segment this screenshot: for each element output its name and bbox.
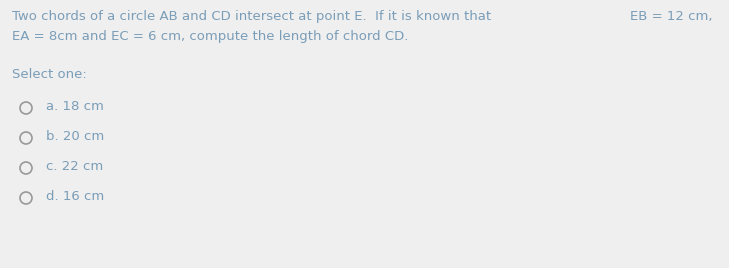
Text: Select one:: Select one: — [12, 68, 87, 81]
Text: EB = 12 cm,: EB = 12 cm, — [630, 10, 712, 23]
Text: b. 20 cm: b. 20 cm — [46, 130, 104, 143]
Text: a. 18 cm: a. 18 cm — [46, 100, 104, 113]
Text: EA = 8cm and EC = 6 cm, compute the length of chord CD.: EA = 8cm and EC = 6 cm, compute the leng… — [12, 30, 408, 43]
Text: d. 16 cm: d. 16 cm — [46, 190, 104, 203]
Text: c. 22 cm: c. 22 cm — [46, 160, 104, 173]
Text: Two chords of a circle AB and CD intersect at point E.  If it is known that: Two chords of a circle AB and CD interse… — [12, 10, 491, 23]
